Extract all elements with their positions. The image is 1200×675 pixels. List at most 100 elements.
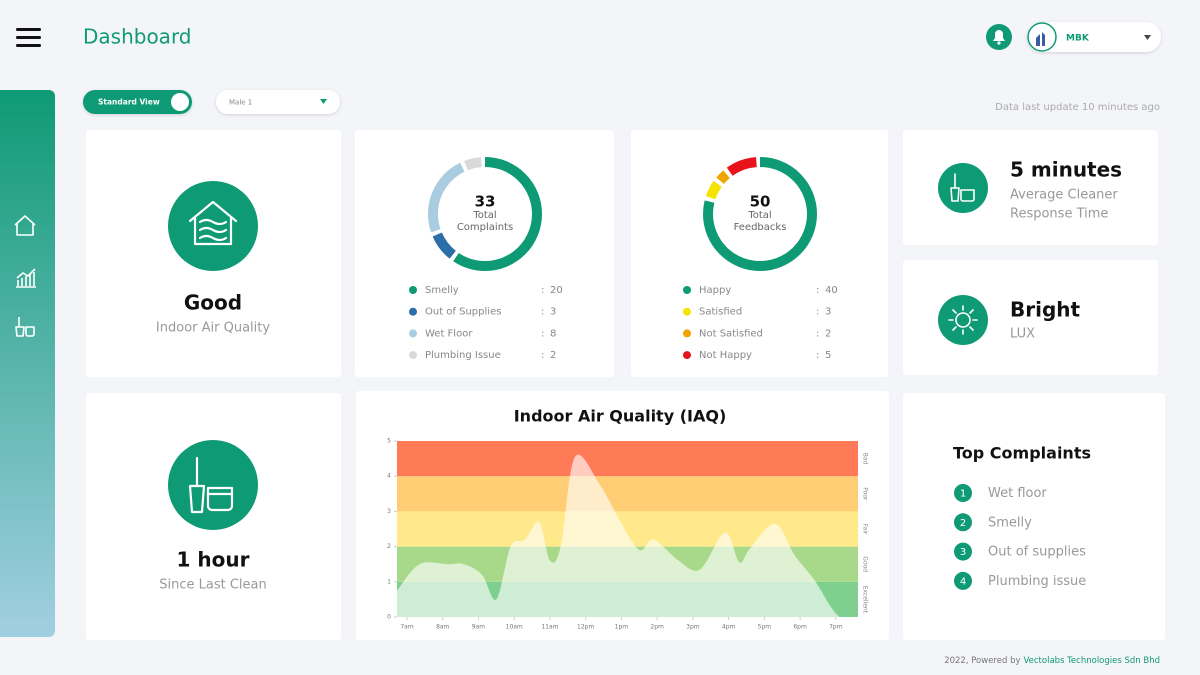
iaq-chart: Excellent Good Fair Poor Bad 0 1 2 3 4 5 7am 8am 9am 1… [387, 438, 868, 631]
quality-band [397, 441, 858, 477]
x-tick-label: 9am [472, 624, 485, 631]
legend-dot [409, 286, 417, 294]
rank-badge [954, 513, 972, 532]
legend-dot [683, 286, 691, 294]
menu-button[interactable] [16, 28, 41, 47]
donut-total: 33 [475, 193, 496, 211]
response-label: Average Cleaner [1010, 188, 1118, 203]
notification-button[interactable] [986, 24, 1012, 50]
x-tick-label: 10am [506, 624, 523, 631]
lux-label: LUX [1010, 327, 1035, 342]
nav-home[interactable] [14, 215, 36, 236]
legend-label: Out of Supplies [425, 307, 501, 318]
rank-number: 1 [960, 489, 966, 500]
legend-separator: : [816, 307, 819, 318]
x-tick-label: 7pm [829, 624, 843, 631]
donut-total-label: Total [472, 210, 496, 221]
donut-segment [428, 157, 542, 271]
donut-total-label: Complaints [457, 222, 513, 233]
view-toggle[interactable]: Standard View [83, 90, 192, 114]
lux-icon [938, 295, 988, 345]
legend-separator: : [541, 350, 544, 361]
legend-dot [409, 329, 417, 338]
legend-label: Smelly [425, 285, 459, 296]
legend-separator: : [816, 285, 819, 296]
y-tick-label: 4 [387, 473, 391, 480]
legend-label: Not Happy [699, 350, 752, 361]
legend-label: Happy [699, 285, 731, 296]
legend-value: 8 [550, 328, 556, 339]
complaint-name: Out of supplies [988, 545, 1086, 560]
legend-value: 3 [550, 307, 556, 318]
location-dropdown[interactable]: Male 1 [216, 90, 340, 114]
x-tick-label: 6pm [793, 624, 807, 631]
last-clean-label: Since Last Clean [159, 578, 267, 593]
top-complaints-card [903, 393, 1165, 640]
rank-badge [954, 542, 972, 561]
rank-number: 2 [960, 518, 966, 529]
legend-label: Not Satisfied [699, 328, 763, 339]
band-label: Excellent [862, 586, 869, 614]
band-label: Bad [862, 453, 869, 465]
complaints-card [355, 130, 614, 377]
x-tick-label: 11am [541, 624, 558, 631]
rank-number: 3 [960, 547, 966, 558]
location-label: Male 1 [229, 99, 252, 107]
legend-dot [683, 307, 691, 316]
x-tick-label: 3pm [686, 624, 700, 631]
legend-value: 40 [825, 285, 838, 296]
view-toggle-label: Standard View [98, 98, 160, 107]
x-tick-label: 2pm [650, 624, 664, 631]
legend-value: 20 [550, 285, 563, 296]
legend-separator: : [816, 350, 819, 361]
donut-total-label: Feedbacks [734, 222, 787, 233]
legend-dot [409, 307, 417, 316]
x-tick-label: 5pm [758, 624, 772, 631]
legend-value: 5 [825, 350, 831, 361]
nav-analytics[interactable] [16, 268, 36, 288]
response-value: 5 minutes [1010, 158, 1122, 182]
y-tick-label: 2 [387, 543, 391, 550]
legend-value: 2 [825, 328, 831, 339]
user-name: MBK [1066, 34, 1090, 44]
donut-total-label: Total [747, 210, 771, 221]
legend-separator: : [541, 285, 544, 296]
legend-label: Wet Floor [425, 328, 473, 339]
chart-title: Indoor Air Quality (IAQ) [514, 407, 727, 426]
rank-badge [954, 484, 972, 502]
lux-value: Bright [1010, 298, 1081, 322]
iaq-area [397, 454, 840, 617]
last-clean-icon [168, 440, 258, 530]
last-clean-value: 1 hour [177, 548, 250, 572]
legend-label: Satisfied [699, 307, 742, 318]
x-tick-label: 1pm [615, 624, 629, 631]
legend-dot [409, 351, 417, 360]
legend-dot [683, 329, 691, 338]
nav-cleaning[interactable] [15, 317, 35, 337]
legend-separator: : [541, 307, 544, 318]
footer-prefix: 2022, Powered by [944, 656, 1020, 666]
x-tick-label: 8am [436, 624, 449, 631]
response-card [903, 130, 1158, 245]
complaint-name: Plumbing issue [988, 574, 1086, 589]
response-label: Response Time [1010, 207, 1108, 222]
x-tick-label: 4pm [722, 624, 736, 631]
y-tick-label: 5 [387, 438, 391, 445]
rank-badge [954, 571, 972, 590]
lux-card [903, 260, 1158, 375]
top-complaints-title: Top Complaints [953, 444, 1091, 463]
band-label: Poor [862, 487, 869, 501]
page-title: Dashboard [83, 25, 192, 49]
profile-menu[interactable]: MBK [1027, 22, 1161, 52]
donut-segment [703, 157, 817, 271]
y-tick-label: 3 [387, 508, 391, 515]
legend-dot [683, 351, 691, 360]
footer: 2022, Powered by Vectolabs Technologies S… [944, 656, 1160, 666]
y-tick-label: 0 [387, 614, 391, 621]
donut-segment [428, 157, 542, 271]
legend-label: Plumbing Issue [425, 350, 501, 361]
feedbacks-card [631, 130, 888, 377]
legend-value: 2 [550, 350, 556, 361]
x-tick-label: 7am [400, 624, 413, 631]
